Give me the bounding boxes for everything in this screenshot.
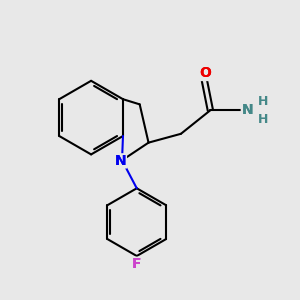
Text: N: N [115, 154, 126, 168]
Text: N: N [242, 103, 253, 117]
Text: H: H [258, 95, 268, 108]
Text: N: N [115, 154, 126, 168]
Text: H: H [258, 112, 268, 126]
Text: F: F [132, 257, 142, 271]
Text: F: F [132, 257, 142, 271]
Text: O: O [199, 66, 211, 80]
Text: O: O [199, 66, 211, 80]
Text: N: N [242, 103, 253, 117]
